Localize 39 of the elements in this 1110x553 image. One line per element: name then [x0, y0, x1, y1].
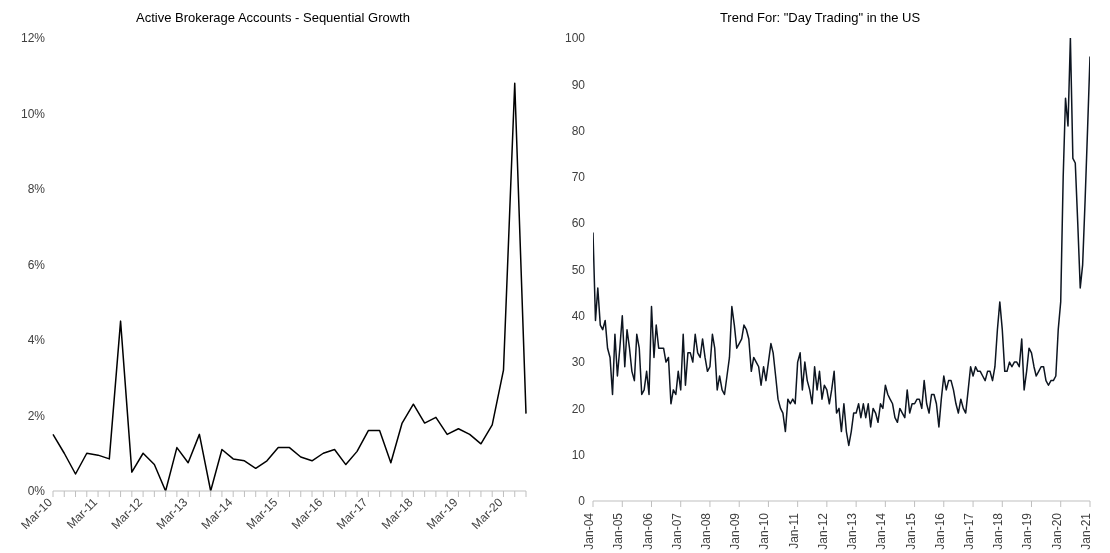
x-tick-label: Jan-21 — [1079, 512, 1093, 550]
x-tick-label: Jan-15 — [903, 512, 918, 550]
y-tick-label: 2% — [27, 408, 46, 423]
y-tick-label: 20 — [571, 401, 586, 416]
x-tick-label: Jan-17 — [962, 512, 977, 550]
x-tick-label: Jan-04 — [582, 512, 596, 550]
x-tick-label: Jan-20 — [1049, 512, 1064, 550]
line-series — [593, 38, 1090, 447]
y-tick-label: 40 — [571, 309, 586, 324]
y-tick-label: 6% — [27, 257, 46, 272]
x-tick-label: Jan-06 — [640, 512, 655, 550]
y-tick-label: 10% — [20, 106, 46, 121]
chart-title: Active Brokerage Accounts - Sequential Growth — [135, 9, 411, 27]
y-tick-label: 60 — [571, 216, 586, 231]
y-tick-label: 10 — [571, 447, 586, 462]
x-tick-label: Jan-07 — [669, 512, 684, 550]
x-tick-label: Jan-05 — [611, 512, 626, 550]
y-tick-label: 50 — [571, 262, 586, 277]
x-tick-label: Jan-10 — [757, 512, 772, 550]
x-tick-label: Jan-18 — [991, 512, 1006, 550]
y-tick-label: 30 — [571, 355, 586, 370]
x-tick-label: Jan-12 — [815, 512, 830, 550]
y-tick-label: 80 — [571, 123, 586, 138]
y-tick-label: 12% — [20, 31, 46, 46]
y-tick-label: 100 — [564, 31, 586, 46]
x-tick-label: Jan-13 — [845, 512, 860, 550]
x-tick-label: Jan-09 — [728, 512, 743, 550]
y-tick-label: 90 — [571, 77, 586, 92]
x-tick-label: Jan-19 — [1020, 512, 1035, 550]
x-tick-label: Jan-16 — [932, 512, 947, 550]
y-tick-label: 0% — [27, 484, 46, 499]
x-tick-label: Jan-11 — [786, 512, 801, 549]
y-tick-label: 0 — [578, 494, 586, 509]
x-tick-label: Jan-08 — [698, 512, 713, 550]
y-tick-label: 4% — [27, 333, 46, 348]
x-tick-label: Jan-14 — [874, 512, 889, 550]
chart-title: Trend For: "Day Trading" in the US — [718, 9, 922, 27]
y-tick-label: 8% — [27, 182, 46, 197]
y-tick-label: 70 — [571, 170, 586, 185]
